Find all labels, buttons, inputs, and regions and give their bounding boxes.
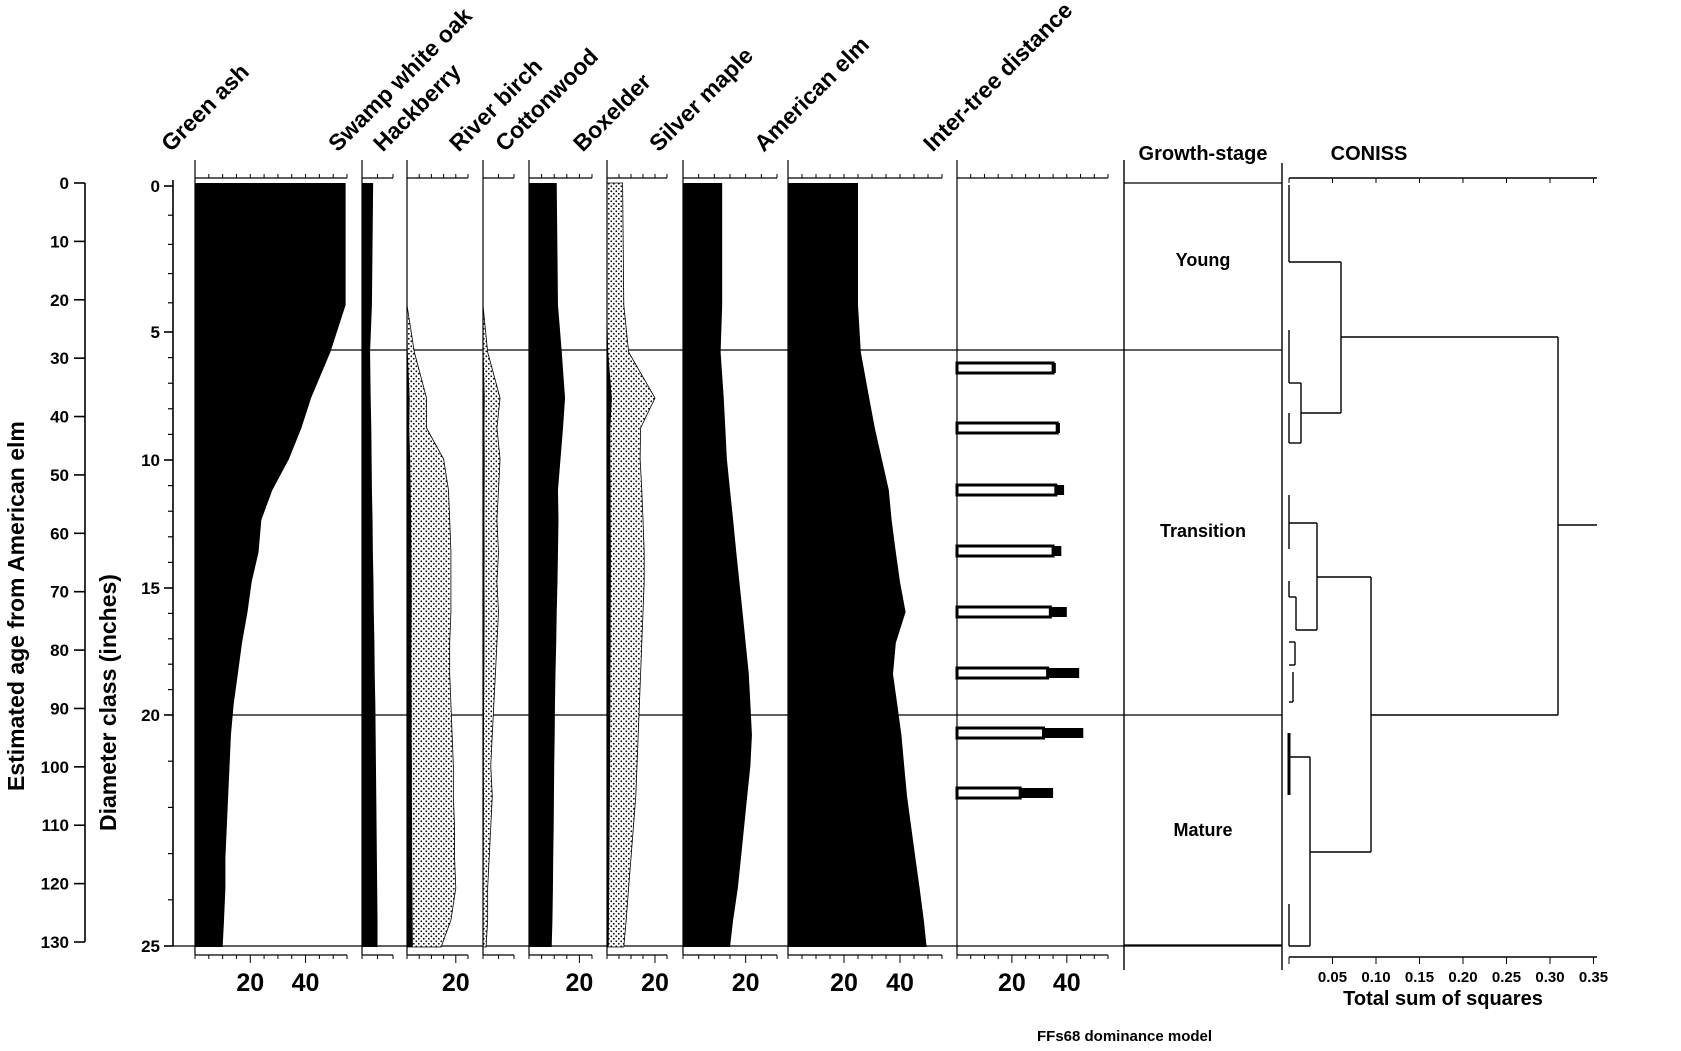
model-footnote: FFs68 dominance model	[1037, 1028, 1213, 1045]
svg-text:20: 20	[141, 706, 160, 725]
svg-text:30: 30	[50, 349, 69, 368]
panel-swamp-white-oak	[361, 160, 394, 959]
growth-stage-panel	[1123, 160, 1283, 970]
svg-text:0.10: 0.10	[1361, 969, 1390, 986]
svg-text:20: 20	[565, 969, 593, 997]
svg-text:20: 20	[732, 969, 760, 997]
svg-text:90: 90	[50, 699, 69, 718]
svg-text:40: 40	[1053, 969, 1081, 997]
svg-text:40: 40	[886, 969, 914, 997]
zone-label-transition: Transition	[1159, 521, 1246, 541]
svg-text:10: 10	[141, 451, 160, 470]
svg-text:120: 120	[41, 875, 69, 894]
svg-text:110: 110	[42, 816, 69, 835]
svg-text:0.20: 0.20	[1448, 969, 1477, 986]
svg-text:20: 20	[641, 969, 669, 997]
svg-text:0.30: 0.30	[1535, 969, 1564, 986]
svg-text:20: 20	[998, 969, 1026, 997]
svg-text:70: 70	[50, 583, 69, 602]
panel-hackberry: 20	[406, 160, 470, 997]
svg-text:10: 10	[50, 232, 69, 251]
panel-river-birch	[482, 160, 515, 959]
svg-text:0: 0	[60, 174, 69, 193]
svg-text:50: 50	[50, 466, 69, 485]
age-axis: 0 10 20 30 40 50 60 70 80 90 100 110 120 130	[41, 174, 86, 952]
svg-text:80: 80	[50, 641, 69, 660]
panel-silver-maple: 20	[682, 160, 778, 997]
panel-cottonwood: 20	[528, 160, 593, 997]
coniss-x-axis-title: Total sum of squares	[1343, 988, 1543, 1010]
coniss-header: CONISS	[1330, 143, 1408, 165]
svg-text:25: 25	[141, 937, 160, 956]
panel-american-elm: 20 40	[787, 160, 943, 997]
diameter-axis: 0 5 10 15 20 25	[141, 177, 174, 956]
svg-text:60: 60	[50, 524, 69, 543]
svg-text:20: 20	[236, 969, 264, 997]
svg-text:130: 130	[41, 933, 69, 952]
panel-green-ash: 20 40	[194, 160, 348, 997]
age-axis-title: Estimated age from American elm	[3, 421, 29, 791]
growth-stage-header: Growth-stage	[1138, 143, 1268, 165]
svg-text:100: 100	[41, 758, 69, 777]
svg-text:20: 20	[442, 969, 470, 997]
svg-text:0.35: 0.35	[1579, 969, 1608, 986]
coniss-panel: 0.05 0.10 0.15 0.20 0.25 0.30 0.35	[1287, 177, 1608, 986]
svg-text:40: 40	[50, 408, 69, 427]
svg-text:0.15: 0.15	[1405, 969, 1434, 986]
panel-boxelder: 20	[606, 160, 669, 997]
panel-inter-tree-distance: 20 40	[955, 160, 1109, 997]
zone-label-mature: Mature	[1173, 820, 1233, 840]
svg-text:0: 0	[151, 177, 160, 196]
svg-text:40: 40	[292, 969, 320, 997]
svg-text:15: 15	[141, 579, 160, 598]
svg-text:0.25: 0.25	[1492, 969, 1521, 986]
diameter-axis-title: Diameter class (inches)	[95, 574, 121, 831]
svg-text:5: 5	[151, 323, 160, 342]
zone-label-young: Young	[1175, 250, 1231, 270]
svg-text:20: 20	[50, 291, 69, 310]
svg-text:20: 20	[830, 969, 858, 997]
svg-text:0.05: 0.05	[1318, 969, 1347, 986]
